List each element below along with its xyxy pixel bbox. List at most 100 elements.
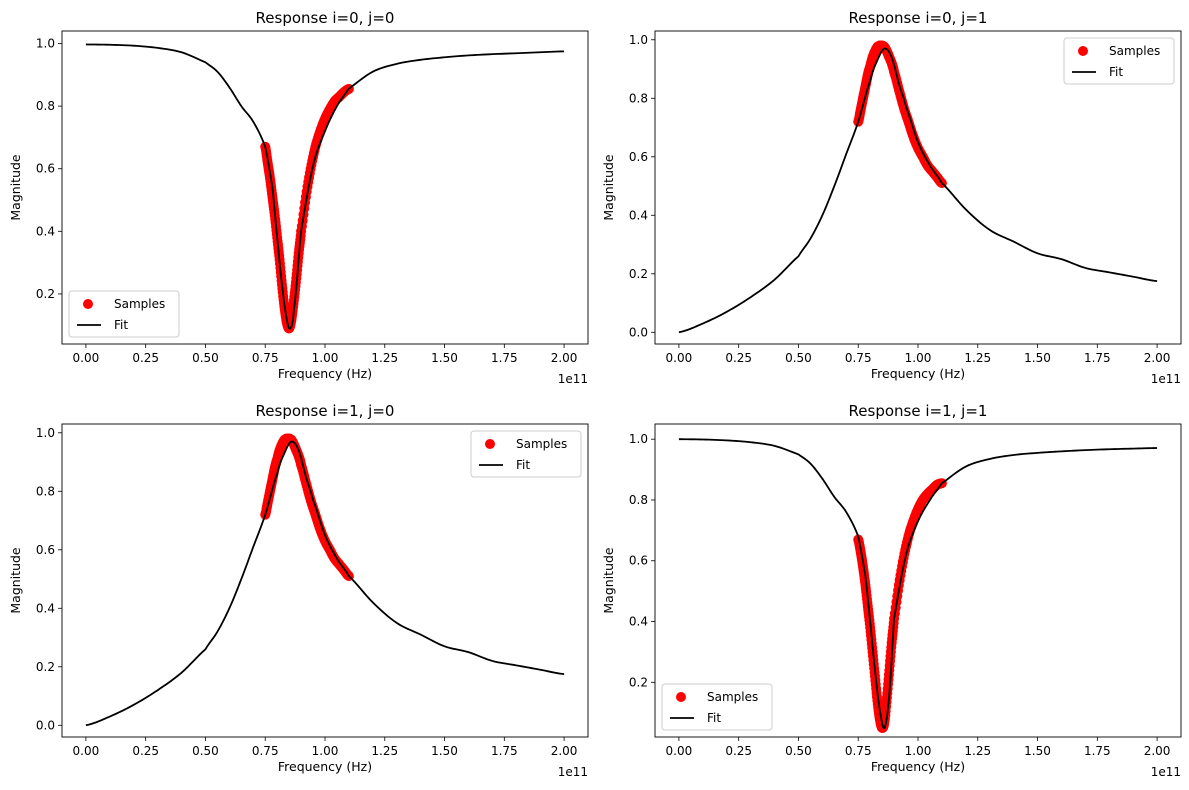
x-tick-label: 1.00 [905, 351, 932, 365]
x-tick-label: 1.25 [964, 351, 991, 365]
y-tick-label: 0.2 [629, 675, 648, 689]
x-tick-label: 0.75 [845, 351, 872, 365]
plot-area [85, 433, 565, 727]
x-tick-label: 2.00 [551, 351, 578, 365]
y-tick-label: 0.8 [36, 484, 55, 498]
y-axis-label: Magnitude [8, 547, 23, 614]
x-tick-label: 1.50 [431, 351, 458, 365]
x-tick-label: 2.00 [1144, 744, 1171, 758]
x-offset-text: 1e11 [558, 765, 588, 779]
subplot-2: Response i=0, j=1 0.00 0.25 0.50 0.75 1.00 1.2… [601, 9, 1182, 386]
x-tick-label: 0.00 [73, 744, 100, 758]
axes-frame [61, 423, 589, 738]
y-tick-label: 1.0 [629, 432, 648, 446]
legend-marker-samples [83, 299, 93, 309]
legend-marker-samples [485, 439, 495, 449]
x-axis-label: Frequency (Hz) [278, 759, 372, 774]
chart-title: Response i=1, j=1 [849, 402, 988, 420]
y-axis-label: Magnitude [601, 154, 616, 221]
y-tick-label: 0.4 [629, 615, 648, 629]
x-tick-label: 0.00 [73, 351, 100, 365]
subplot-1: Response i=0, j=0 0.00 0.25 0.50 0.75 1.00 1.2… [8, 9, 589, 386]
y-tick-label: 0.4 [36, 224, 55, 238]
x-tick-label: 0.25 [132, 351, 159, 365]
x-tick-label: 1.75 [491, 351, 518, 365]
x-tick-label: 2.00 [551, 744, 578, 758]
x-offset-text: 1e11 [1151, 372, 1181, 386]
x-tick-label: 0.75 [845, 744, 872, 758]
chart-title: Response i=0, j=1 [849, 9, 988, 27]
x-tick-label: 1.25 [371, 744, 398, 758]
legend: Samples Fit [661, 683, 773, 731]
x-tick-label: 0.50 [785, 744, 812, 758]
legend-label-samples: Samples [1109, 44, 1160, 58]
y-tick-label: 1.0 [36, 37, 55, 51]
legend-label-samples: Samples [516, 437, 567, 451]
y-axis-label: Magnitude [601, 547, 616, 614]
x-tick-label: 1.75 [1084, 351, 1111, 365]
axes-frame [61, 30, 589, 345]
legend-label-fit: Fit [1109, 65, 1123, 79]
x-tick-label: 0.25 [725, 351, 752, 365]
x-tick-label: 1.00 [905, 744, 932, 758]
x-tick-label: 0.00 [666, 351, 693, 365]
fit-line [678, 47, 1158, 334]
legend-label-fit: Fit [707, 711, 721, 725]
legend: Samples Fit [68, 290, 180, 338]
x-tick-label: 1.75 [491, 744, 518, 758]
x-tick-label: 0.25 [132, 744, 159, 758]
subplot-4: Response i=1, j=1 0.00 0.25 0.50 0.75 1.00 1.2… [601, 402, 1182, 779]
y-tick-label: 0.2 [36, 660, 55, 674]
x-tick-label: 1.00 [312, 744, 339, 758]
y-tick-label: 0.8 [36, 99, 55, 113]
x-tick-label: 1.00 [312, 351, 339, 365]
y-tick-label: 0.6 [36, 162, 55, 176]
y-tick-label: 0.0 [36, 718, 55, 732]
y-tick-label: 0.4 [629, 208, 648, 222]
axes-frame [654, 423, 1182, 738]
x-tick-label: 0.75 [252, 351, 279, 365]
chart-title: Response i=1, j=0 [256, 402, 395, 420]
y-tick-label: 0.6 [629, 554, 648, 568]
x-tick-label: 0.50 [192, 744, 219, 758]
plot-area [678, 438, 1158, 733]
legend-label-fit: Fit [114, 318, 128, 332]
legend: Samples Fit [1063, 37, 1175, 85]
y-tick-label: 0.6 [629, 150, 648, 164]
chart-title: Response i=0, j=0 [256, 9, 395, 27]
legend: Samples Fit [470, 430, 582, 478]
legend-marker-samples [676, 692, 686, 702]
fit-line [85, 43, 565, 330]
x-tick-label: 0.50 [192, 351, 219, 365]
subplot-3: Response i=1, j=0 0.00 0.25 0.50 0.75 1.00 1.2… [8, 402, 589, 779]
legend-label-samples: Samples [114, 297, 165, 311]
x-tick-label: 2.00 [1144, 351, 1171, 365]
plot-area [678, 40, 1158, 334]
fit-line [678, 438, 1158, 730]
x-tick-label: 1.50 [1024, 744, 1051, 758]
x-tick-label: 1.50 [1024, 351, 1051, 365]
y-axis-label: Magnitude [8, 154, 23, 221]
y-tick-label: 0.8 [629, 493, 648, 507]
y-tick-label: 1.0 [629, 33, 648, 47]
x-axis-label: Frequency (Hz) [871, 366, 965, 381]
y-tick-label: 0.6 [36, 543, 55, 557]
x-tick-label: 0.75 [252, 744, 279, 758]
x-tick-label: 1.25 [964, 744, 991, 758]
x-axis-label: Frequency (Hz) [278, 366, 372, 381]
y-tick-label: 0.4 [36, 601, 55, 615]
x-tick-label: 1.25 [371, 351, 398, 365]
x-tick-label: 1.50 [431, 744, 458, 758]
y-tick-label: 0.8 [629, 91, 648, 105]
y-tick-label: 0.2 [36, 287, 55, 301]
legend-label-samples: Samples [707, 690, 758, 704]
axes-frame [654, 30, 1182, 345]
fit-line [85, 440, 565, 727]
y-tick-label: 1.0 [36, 426, 55, 440]
x-offset-text: 1e11 [558, 372, 588, 386]
x-tick-label: 0.50 [785, 351, 812, 365]
plot-area [85, 43, 565, 334]
x-tick-label: 0.00 [666, 744, 693, 758]
x-tick-label: 0.25 [725, 744, 752, 758]
